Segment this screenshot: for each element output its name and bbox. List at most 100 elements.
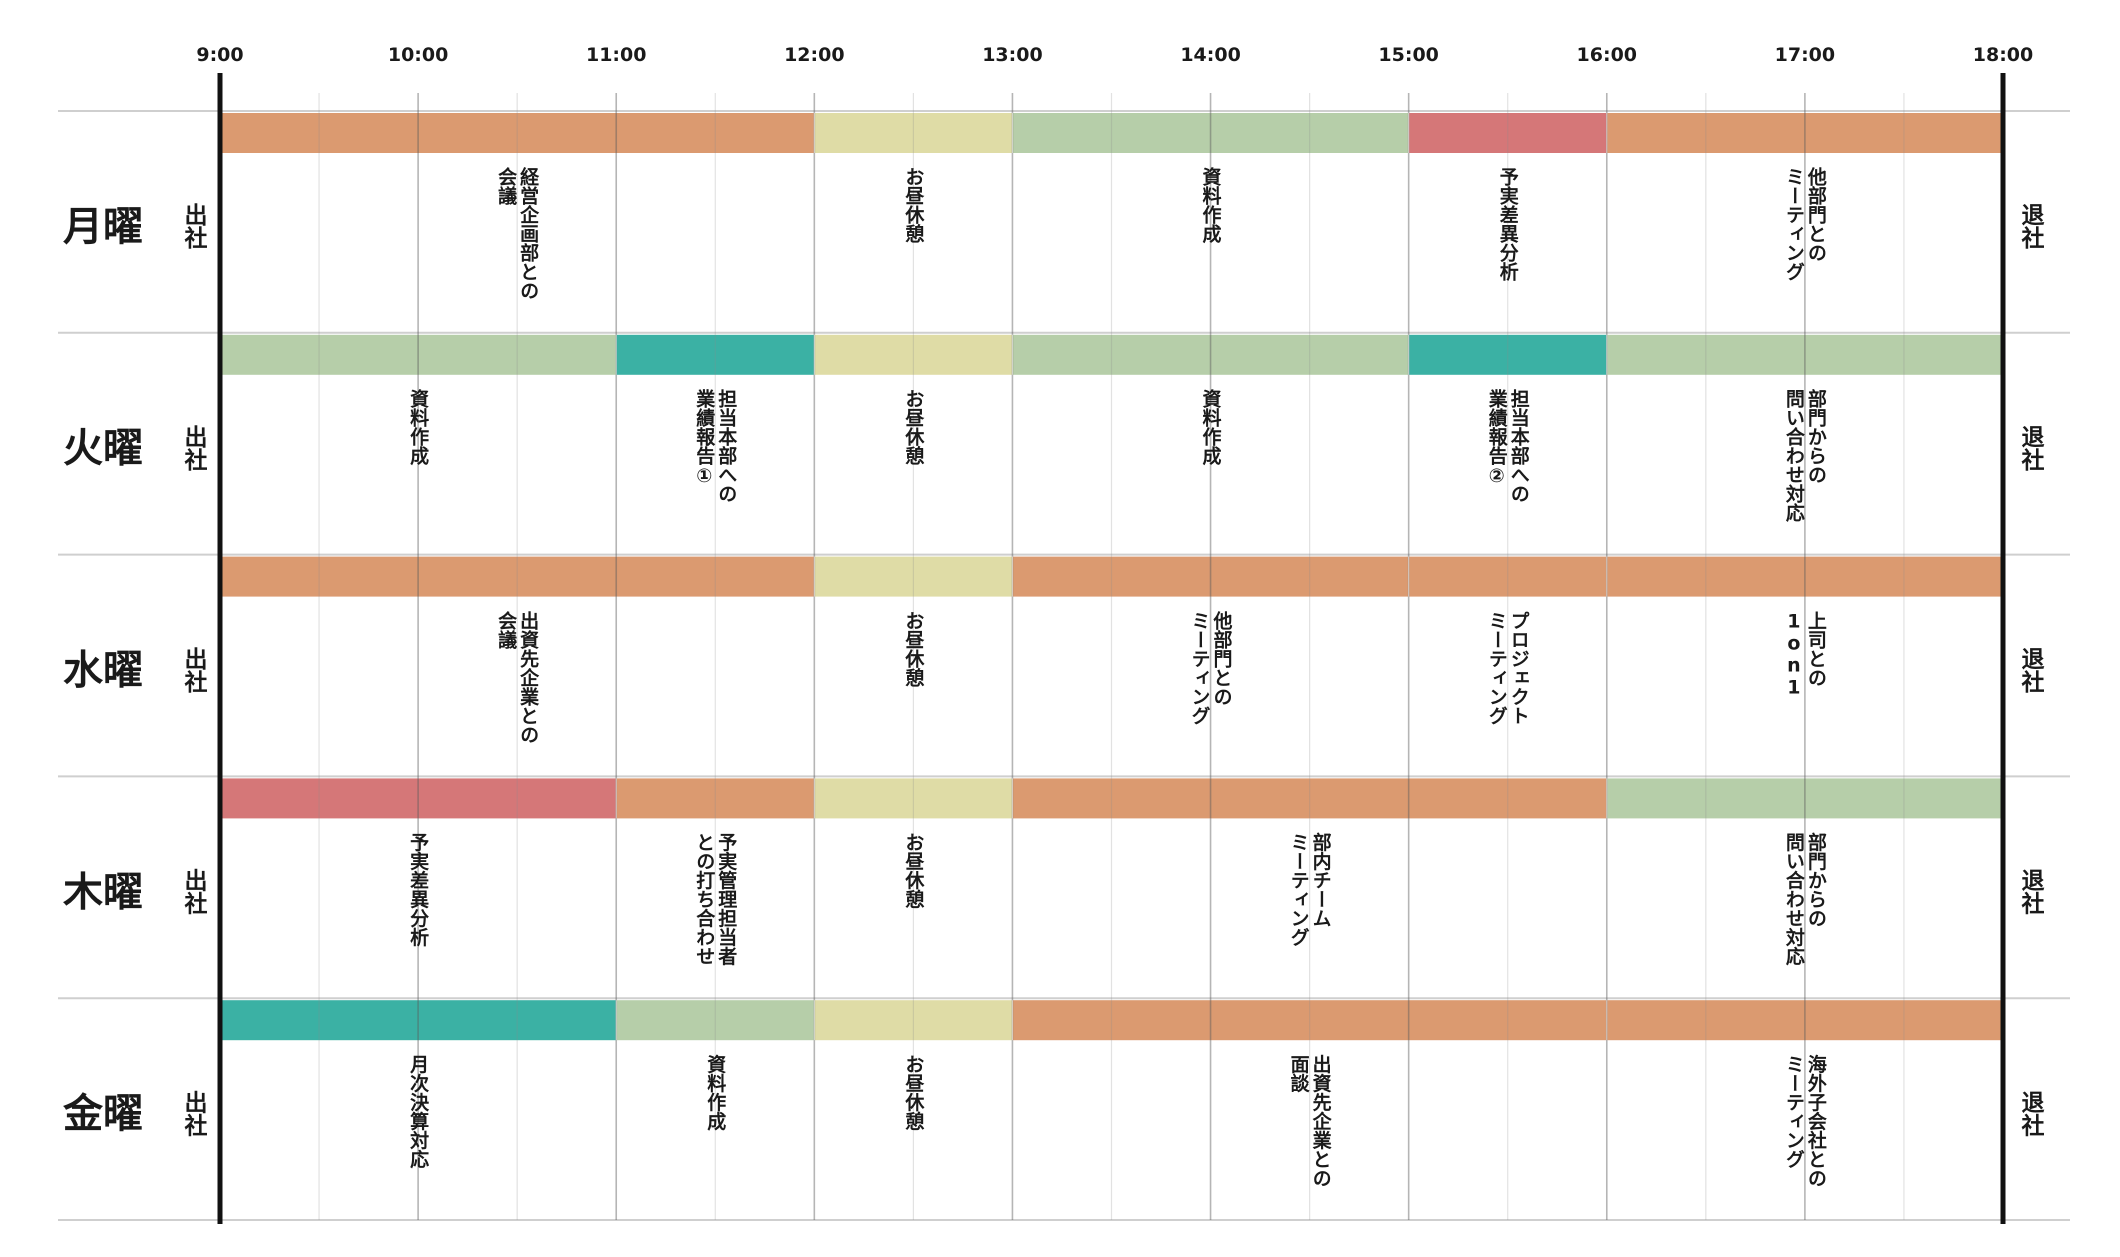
task-bar bbox=[1012, 334, 1409, 375]
task-bar bbox=[220, 1000, 617, 1041]
task-bar bbox=[814, 113, 1013, 153]
task-label-line: 予実差異分析 bbox=[1497, 167, 1519, 282]
arrive-label: 出社 bbox=[180, 425, 208, 471]
task-bar bbox=[1012, 113, 1409, 153]
task-bar bbox=[814, 334, 1013, 375]
task-label-line: ミーティング bbox=[1189, 611, 1211, 725]
day-label: 火曜 bbox=[63, 426, 143, 472]
task-label-line: 資料作成 bbox=[704, 1053, 726, 1131]
task-label-line: 業績報告① bbox=[693, 388, 716, 487]
task-label-line: お昼休憩 bbox=[902, 1054, 925, 1130]
task-bar bbox=[220, 334, 617, 375]
task-bar bbox=[1606, 778, 2003, 819]
time-label: 10:00 bbox=[388, 44, 448, 66]
leave-label: 退社 bbox=[2017, 1090, 2045, 1136]
task-label-line: プロジェクト bbox=[1508, 610, 1530, 724]
arrive-label: 出社 bbox=[180, 203, 208, 249]
task-bar bbox=[1606, 556, 2003, 597]
time-label: 9:00 bbox=[196, 44, 243, 66]
task-label: お昼休憩 bbox=[902, 389, 925, 465]
task-label: お昼休憩 bbox=[902, 832, 925, 908]
task-bar bbox=[220, 778, 617, 819]
task-label-line: 担当本部への bbox=[715, 388, 737, 503]
task-label-line: 月次決算対応 bbox=[407, 1054, 430, 1169]
task-label: 資料作成 bbox=[1200, 166, 1222, 244]
arrive-label: 出社 bbox=[180, 1090, 208, 1136]
task-label-line: 経営企画部との bbox=[517, 166, 540, 300]
task-label-line: 予実管理担当者 bbox=[715, 832, 737, 966]
task-label-line: 担当本部への bbox=[1508, 388, 1530, 503]
task-label-line: お昼休憩 bbox=[902, 167, 925, 243]
task-label-line: お昼休憩 bbox=[902, 610, 925, 686]
task-label-line: 業績報告② bbox=[1486, 388, 1509, 487]
day-label: 水曜 bbox=[63, 648, 143, 694]
task-label: 資料作成 bbox=[407, 388, 429, 466]
task-label-line: 海外子会社との bbox=[1805, 1053, 1828, 1187]
task-bar bbox=[1012, 778, 1607, 819]
task-bar bbox=[1606, 1000, 2003, 1041]
task-bar bbox=[814, 778, 1013, 819]
task-label-line: 出資先企業との bbox=[517, 609, 540, 743]
time-label: 16:00 bbox=[1577, 44, 1637, 66]
task-label: 資料作成 bbox=[704, 1053, 726, 1131]
time-label: 14:00 bbox=[1180, 44, 1240, 66]
arrive-label: 出社 bbox=[180, 647, 208, 693]
task-bar bbox=[1408, 556, 1607, 597]
day-label: 月曜 bbox=[63, 204, 143, 250]
task-bar bbox=[1606, 113, 2003, 153]
task-label-line: お昼休憩 bbox=[902, 389, 925, 465]
task-label-line: 部門からの bbox=[1805, 831, 1827, 927]
day-label: 木曜 bbox=[63, 869, 143, 915]
task-label-line: 部内チーム bbox=[1310, 831, 1332, 927]
task-label-line: 面談 bbox=[1288, 1054, 1310, 1093]
task-label: 月次決算対応 bbox=[407, 1054, 430, 1169]
leave-label: 退社 bbox=[2017, 203, 2045, 249]
task-label-line: 他部門との bbox=[1805, 166, 1828, 262]
time-label: 15:00 bbox=[1378, 44, 1438, 66]
task-bar bbox=[1408, 113, 1607, 153]
task-label: 資料作成 bbox=[1200, 388, 1222, 466]
task-bar bbox=[1012, 1000, 1607, 1041]
time-label: 11:00 bbox=[586, 44, 646, 66]
task-label-line: 他部門との bbox=[1211, 609, 1234, 705]
task-label-line: ミーティング bbox=[1783, 1054, 1805, 1168]
time-label: 13:00 bbox=[982, 44, 1042, 66]
time-label: 12:00 bbox=[784, 44, 844, 66]
task-label-line: 予実差異分析 bbox=[407, 832, 429, 947]
task-label: 予実差異分析 bbox=[407, 832, 429, 947]
task-label-line: 問い合わせ対応 bbox=[1783, 832, 1806, 966]
task-bar bbox=[1012, 556, 1409, 597]
time-label: 18:00 bbox=[1973, 44, 2033, 66]
task-label-line: 資料作成 bbox=[407, 388, 429, 466]
task-bar bbox=[220, 556, 815, 597]
task-label-line: 問い合わせ対応 bbox=[1783, 389, 1806, 523]
task-bar bbox=[616, 1000, 815, 1041]
task-label-line: 上司との bbox=[1805, 610, 1827, 686]
task-bar bbox=[1606, 334, 2003, 375]
task-label-line: 資料作成 bbox=[1200, 166, 1222, 244]
task-bar bbox=[814, 556, 1013, 597]
task-label-line: との打ち合わせ bbox=[693, 832, 715, 965]
task-label-line: 資料作成 bbox=[1200, 388, 1222, 466]
task-label-line: 会議 bbox=[495, 166, 517, 206]
task-bar bbox=[1408, 334, 1607, 375]
task-label-line: ミーティング bbox=[1783, 167, 1805, 281]
task-label: 予実差異分析 bbox=[1497, 167, 1519, 282]
task-bar bbox=[814, 1000, 1013, 1041]
task-label: お昼休憩 bbox=[902, 167, 925, 243]
